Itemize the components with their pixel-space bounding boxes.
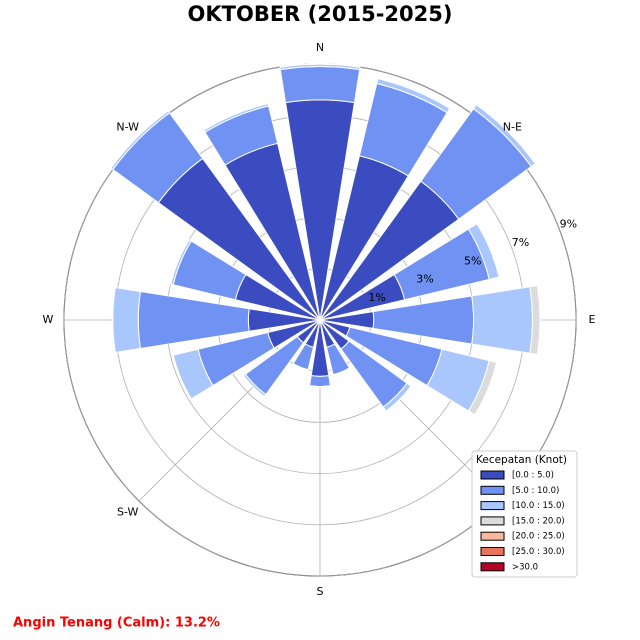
wind-bar <box>279 66 361 104</box>
legend-label: [5.0 : 10.0) <box>512 486 559 496</box>
wind-bar <box>474 362 498 416</box>
plot-area: NN-EES-ESS-WWN-W1%3%5%7%9% <box>43 41 596 598</box>
legend-box <box>471 450 578 578</box>
direction-label: N <box>316 41 324 54</box>
radial-tick-label: 3% <box>416 273 433 286</box>
wind-bar <box>471 286 533 354</box>
wind-bar <box>377 78 451 109</box>
legend-swatch <box>480 470 505 480</box>
wind-bar <box>172 355 192 400</box>
wind-bar <box>203 102 269 131</box>
legend-swatch <box>480 516 505 526</box>
wind-bar <box>309 385 331 388</box>
legend-label: [10.0 : 15.0) <box>512 501 565 511</box>
radial-tick-label: 1% <box>368 291 385 304</box>
legend-swatch <box>480 547 505 556</box>
wind-bar <box>170 239 190 285</box>
wind-bar <box>476 223 500 278</box>
legend-label: >30.0 <box>512 562 538 572</box>
direction-label: N-E <box>503 121 522 134</box>
direction-label: S <box>317 585 324 598</box>
radial-tick-label: 9% <box>560 218 577 231</box>
legend-label: [0.0 : 5.0) <box>512 471 554 481</box>
legend-label: [15.0 : 20.0) <box>512 516 565 526</box>
legend-swatch <box>480 485 505 495</box>
legend-title: Kecepatan (Knot) <box>476 454 567 466</box>
legend-swatch <box>480 562 505 572</box>
wind-bar <box>333 367 350 376</box>
direction-label: N-W <box>116 121 139 134</box>
direction-label: S-W <box>117 505 139 518</box>
wind-bar <box>242 375 265 398</box>
legend-swatch <box>480 501 505 511</box>
legend-label: [20.0 : 25.0) <box>512 532 565 542</box>
wind-bar <box>112 287 116 353</box>
wind-bar <box>137 290 250 350</box>
wind-bar <box>110 110 169 169</box>
radial-tick-label: 7% <box>512 236 529 249</box>
direction-label: E <box>589 313 596 326</box>
direction-label: W <box>43 313 54 326</box>
calm-note: Angin Tenang (Calm): 13.2% <box>13 616 220 631</box>
wind-bar <box>112 286 142 354</box>
legend: Kecepatan (Knot) [0.0 : 5.0) [5.0 : 10.0) [… <box>471 450 578 578</box>
wind-bar <box>309 375 331 388</box>
legend-label: [25.0 : 30.0) <box>512 547 565 557</box>
radial-tick-label: 5% <box>464 254 481 267</box>
wind-bar <box>279 63 361 68</box>
legend-swatch <box>480 531 505 541</box>
chart-title: OKTOBER (2015-2025) <box>188 2 453 26</box>
